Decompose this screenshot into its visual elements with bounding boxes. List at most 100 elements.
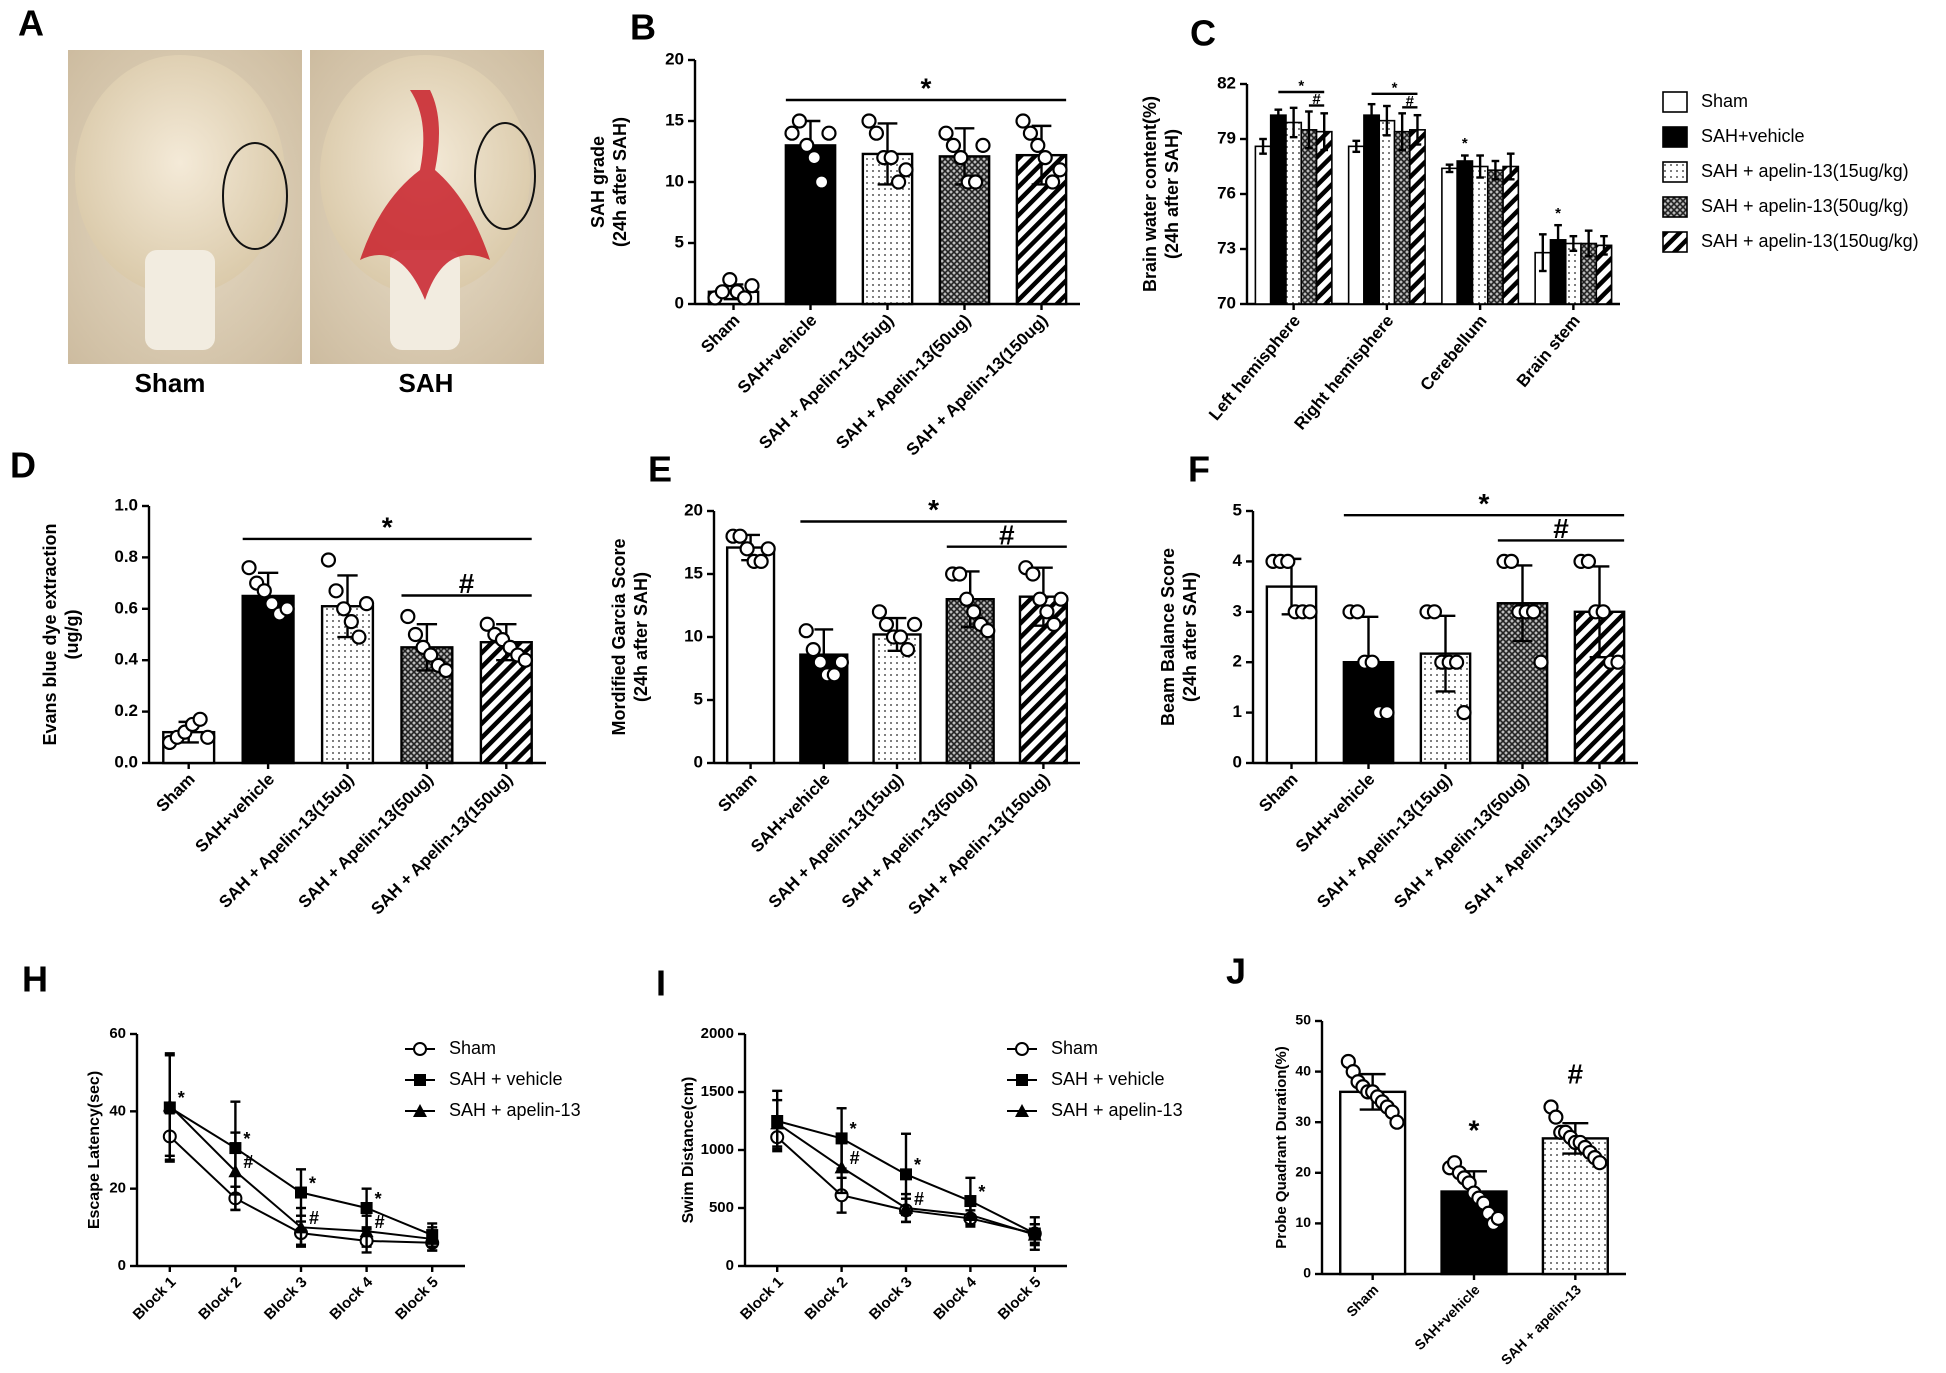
data-point <box>963 1207 978 1221</box>
legend-marker <box>1015 1042 1029 1056</box>
y-tick-label: 1.0 <box>114 495 138 514</box>
region-circle <box>474 122 536 230</box>
data-point <box>906 616 923 633</box>
y-tick-label: 2000 <box>701 1025 734 1042</box>
x-tick-label: SAH + Apelin-13(50ug) <box>838 770 980 912</box>
x-tick-label: Block 2 <box>801 1274 851 1324</box>
data-point <box>899 1201 913 1214</box>
x-tick-label: Right hemisphere <box>1291 311 1398 433</box>
y-tick-label: 15 <box>684 563 703 582</box>
y-tick-label: 79 <box>1217 128 1236 147</box>
significance-mark: * <box>1555 205 1561 222</box>
point-label: * <box>243 1129 250 1149</box>
x-tick-label: Sham <box>1343 1281 1381 1319</box>
data-point <box>760 541 776 557</box>
bar <box>1456 160 1474 305</box>
y-tick-label: 0 <box>118 1257 126 1274</box>
data-point <box>1027 1227 1042 1241</box>
data-point <box>883 150 899 166</box>
data-point <box>1533 654 1549 670</box>
legend-swatch <box>1662 91 1688 113</box>
y-tick-label: 1500 <box>701 1083 734 1100</box>
significance-mark: * <box>921 73 932 104</box>
y-tick-label: 5 <box>675 232 684 251</box>
data-point <box>1044 174 1061 190</box>
x-tick-label: Sham <box>714 770 760 816</box>
bar <box>1564 242 1582 305</box>
x-tick-label: Block 5 <box>995 1274 1045 1324</box>
y-tick-label: 3 <box>1233 601 1242 620</box>
significance-mark: # <box>1406 93 1415 110</box>
y-tick-label: 70 <box>1217 293 1236 312</box>
bar <box>1285 121 1303 305</box>
y-tick-label: 5 <box>694 689 703 708</box>
data-point <box>806 150 822 166</box>
data-point <box>423 647 439 663</box>
data-point <box>868 125 885 141</box>
bar <box>1441 167 1458 305</box>
y-tick-label: 1 <box>1233 702 1242 721</box>
x-tick-label: SAH + Apelin-13(50ug) <box>295 770 437 912</box>
x-tick-label: Block 1 <box>130 1274 180 1324</box>
panel-label: D <box>10 445 36 486</box>
data-point <box>770 1116 785 1130</box>
photo-panel: A Sham SAH <box>18 3 544 398</box>
y-tick-label: 0.4 <box>114 650 138 669</box>
y-tick-label: 20 <box>684 500 703 519</box>
y-tick-label: 5 <box>1233 500 1242 519</box>
data-point <box>1032 591 1048 607</box>
y-tick-label: 50 <box>1295 1012 1311 1028</box>
x-tick-label: Block 3 <box>866 1274 916 1324</box>
data-point <box>898 162 914 178</box>
y-tick-label: 40 <box>109 1102 126 1119</box>
data-point <box>821 125 837 141</box>
x-tick-label: Sham <box>697 311 743 357</box>
y-tick-label: 0.0 <box>114 752 138 771</box>
data-point <box>1595 604 1611 620</box>
legend-swatch <box>1662 196 1688 218</box>
data-point <box>953 150 969 166</box>
panel-label: H <box>22 959 48 1000</box>
data-point <box>1456 704 1472 721</box>
panel-label: I <box>656 963 666 1004</box>
significance-mark: # <box>1568 1059 1584 1090</box>
data-point <box>264 596 280 612</box>
legend-marker <box>1015 1104 1029 1117</box>
bar <box>1363 114 1381 305</box>
y-tick-label: 0 <box>675 293 684 312</box>
data-point <box>945 137 962 153</box>
data-point <box>1015 113 1031 129</box>
x-tick-label: SAH + Apelin-13(15ug) <box>215 770 357 912</box>
brain-stem-shape <box>145 250 215 350</box>
x-tick-label: Sham <box>1255 770 1301 816</box>
x-tick-label: Brain stem <box>1513 311 1584 391</box>
data-point <box>1280 553 1296 570</box>
data-point <box>813 174 830 190</box>
significance-mark: * <box>1298 78 1304 95</box>
data-point <box>861 113 877 129</box>
data-point <box>438 662 454 679</box>
legend-label: SAH + apelin-13 <box>1051 1100 1183 1120</box>
data-point <box>744 278 760 294</box>
data-point <box>1302 604 1318 620</box>
panel-label: E <box>648 449 672 490</box>
legend-label: Sham <box>449 1038 496 1058</box>
y-tick-label: 15 <box>665 110 684 129</box>
data-point <box>1525 604 1542 620</box>
data-point <box>878 616 895 633</box>
y-tick-label: 20 <box>1295 1164 1311 1180</box>
data-point <box>833 654 849 670</box>
legend-marker <box>414 1074 426 1086</box>
data-point <box>812 654 828 670</box>
y-axis-label: Escape Latency(sec) <box>86 1071 103 1229</box>
point-label: * <box>850 1119 857 1139</box>
y-tick-label: 500 <box>709 1199 734 1216</box>
bar <box>784 144 837 306</box>
significance-mark: # <box>1553 513 1569 544</box>
data-point <box>1503 553 1520 570</box>
significance-mark: * <box>1479 488 1490 519</box>
x-tick-label: Cerebellum <box>1417 311 1491 394</box>
x-tick-label: SAH+vehicle <box>1411 1281 1483 1353</box>
data-point <box>871 604 888 620</box>
data-point <box>952 566 968 582</box>
